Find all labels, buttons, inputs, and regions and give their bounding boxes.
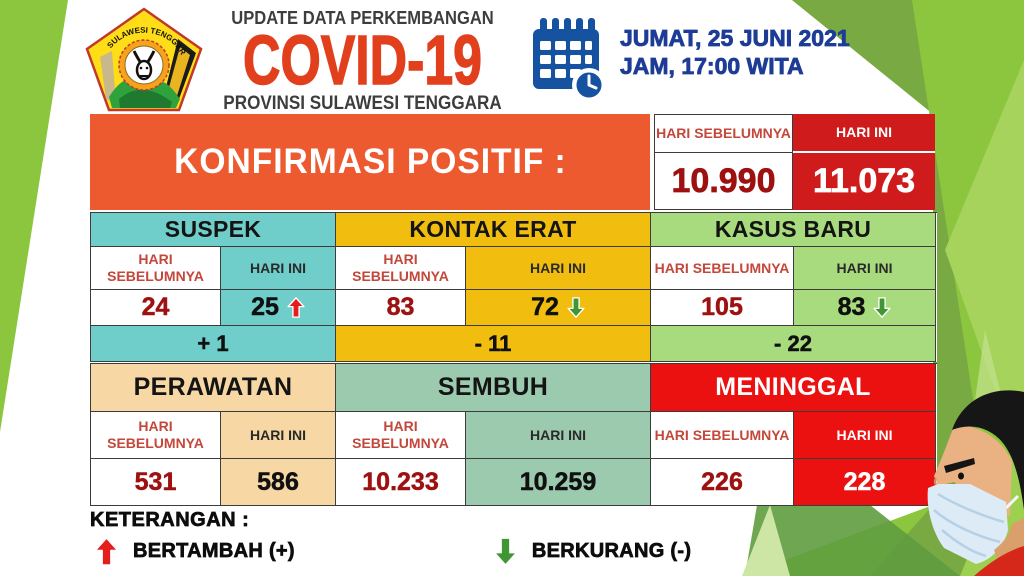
header-title-block: UPDATE DATA PERKEMBANGAN COVID-19 PROVIN… [190, 8, 535, 114]
kasus-prev-value: 105 [701, 293, 743, 322]
keterangan-title: KETERANGAN : [90, 509, 250, 532]
section-header-meninggal: MENINGGAL [651, 364, 936, 412]
konfirmasi-positif-title: KONFIRMASI POSITIF : [173, 142, 567, 181]
down-arrow-icon [567, 297, 585, 318]
confirmed-prev-value: 10.990 [671, 161, 776, 200]
time-line: JAM, 17:00 WITA [620, 53, 804, 80]
covid19-title: COVID-19 [242, 21, 482, 99]
kasus-delta: - 22 [651, 326, 936, 362]
legend-increase: BERTAMBAH (+) [94, 537, 295, 566]
suspek-prev-label: HARI SEBELUMNYA [107, 251, 204, 284]
suspek-prev-value: 24 [141, 293, 170, 322]
suspek-today-value: 25 [251, 293, 279, 322]
sembuh-today-label: HARI INI [530, 426, 586, 443]
up-arrow-icon [95, 537, 118, 566]
kasus-today-label: HARI INI [836, 259, 893, 276]
confirmed-today-value: 11.073 [812, 162, 916, 201]
perawatan-today-value: 586 [257, 467, 299, 496]
sulawesi-tenggara-emblem: SULAWESI TENGGARA [84, 7, 203, 112]
konfirmasi-positif-banner: KONFIRMASI POSITIF : [90, 114, 650, 210]
up-arrow-icon [287, 297, 305, 318]
sembuh-prev-label: HARI SEBELUMNYA [352, 418, 449, 451]
kasus-today-value: 83 [837, 293, 866, 322]
sembuh-today-value: 10.259 [519, 467, 597, 496]
confirmed-previous-cell: HARI SEBELUMNYA 10.990 [654, 114, 793, 210]
down-arrow-icon [493, 537, 517, 566]
suspek-today-label: HARI INI [250, 259, 306, 276]
legend-row: BERTAMBAH (+) BERKURANG (-) [94, 537, 691, 566]
anoa-head [135, 59, 153, 81]
lower-stats-table: PERAWATAN SEMBUH MENINGGAL HARI SEBELUMN… [90, 363, 937, 506]
meninggal-prev-label: HARI SEBELUMNYA [654, 426, 790, 443]
kontak-prev-value: 83 [386, 293, 415, 322]
meninggal-today-label: HARI INI [836, 426, 893, 443]
down-arrow-icon [873, 297, 891, 318]
meninggal-prev-value: 226 [701, 467, 743, 496]
increase-label: BERTAMBAH (+) [133, 540, 295, 563]
section-header-sembuh: SEMBUH [336, 364, 651, 412]
decrease-label: BERKURANG (-) [531, 540, 692, 563]
section-header-kasus-baru: KASUS BARU [651, 213, 936, 247]
confirmed-today-cell: HARI INI 11.073 [793, 114, 935, 210]
legend-decrease: BERKURANG (-) [493, 537, 691, 566]
perawatan-today-label: HARI INI [250, 426, 306, 443]
clock-hands [587, 74, 598, 90]
kontak-today-label: HARI INI [530, 259, 586, 276]
upper-stats-table: SUSPEK KONTAK ERAT KASUS BARU HARI SEBEL… [90, 212, 937, 362]
date-line: JUMAT, 25 JUNI 2021 [620, 25, 850, 52]
perawatan-prev-value: 531 [134, 467, 177, 496]
perawatan-prev-label: HARI SEBELUMNYA [107, 418, 204, 451]
section-header-suspek: SUSPEK [91, 213, 336, 247]
confirmed-prev-label: HARI SEBELUMNYA [656, 125, 791, 142]
person-mask-illustration [927, 390, 1024, 576]
section-header-kontak-erat: KONTAK ERAT [336, 213, 651, 247]
meninggal-today-value: 228 [843, 467, 886, 496]
kontak-today-value: 72 [531, 293, 559, 322]
province-label: PROVINSI SULAWESI TENGGARA [223, 93, 502, 114]
section-header-perawatan: PERAWATAN [91, 364, 336, 412]
kontak-prev-label: HARI SEBELUMNYA [352, 251, 449, 284]
update-data-label: UPDATE DATA PERKEMBANGAN [231, 8, 494, 28]
kasus-prev-label: HARI SEBELUMNYA [654, 259, 790, 276]
suspek-delta: + 1 [91, 326, 336, 362]
date-time-block: JUMAT, 25 JUNI 2021 JAM, 17:00 WITA [620, 24, 850, 80]
sembuh-prev-value: 10.233 [362, 467, 439, 496]
kontak-delta: - 11 [336, 326, 651, 362]
calendar-clock-icon [533, 18, 606, 102]
confirmed-today-label: HARI INI [836, 124, 892, 141]
